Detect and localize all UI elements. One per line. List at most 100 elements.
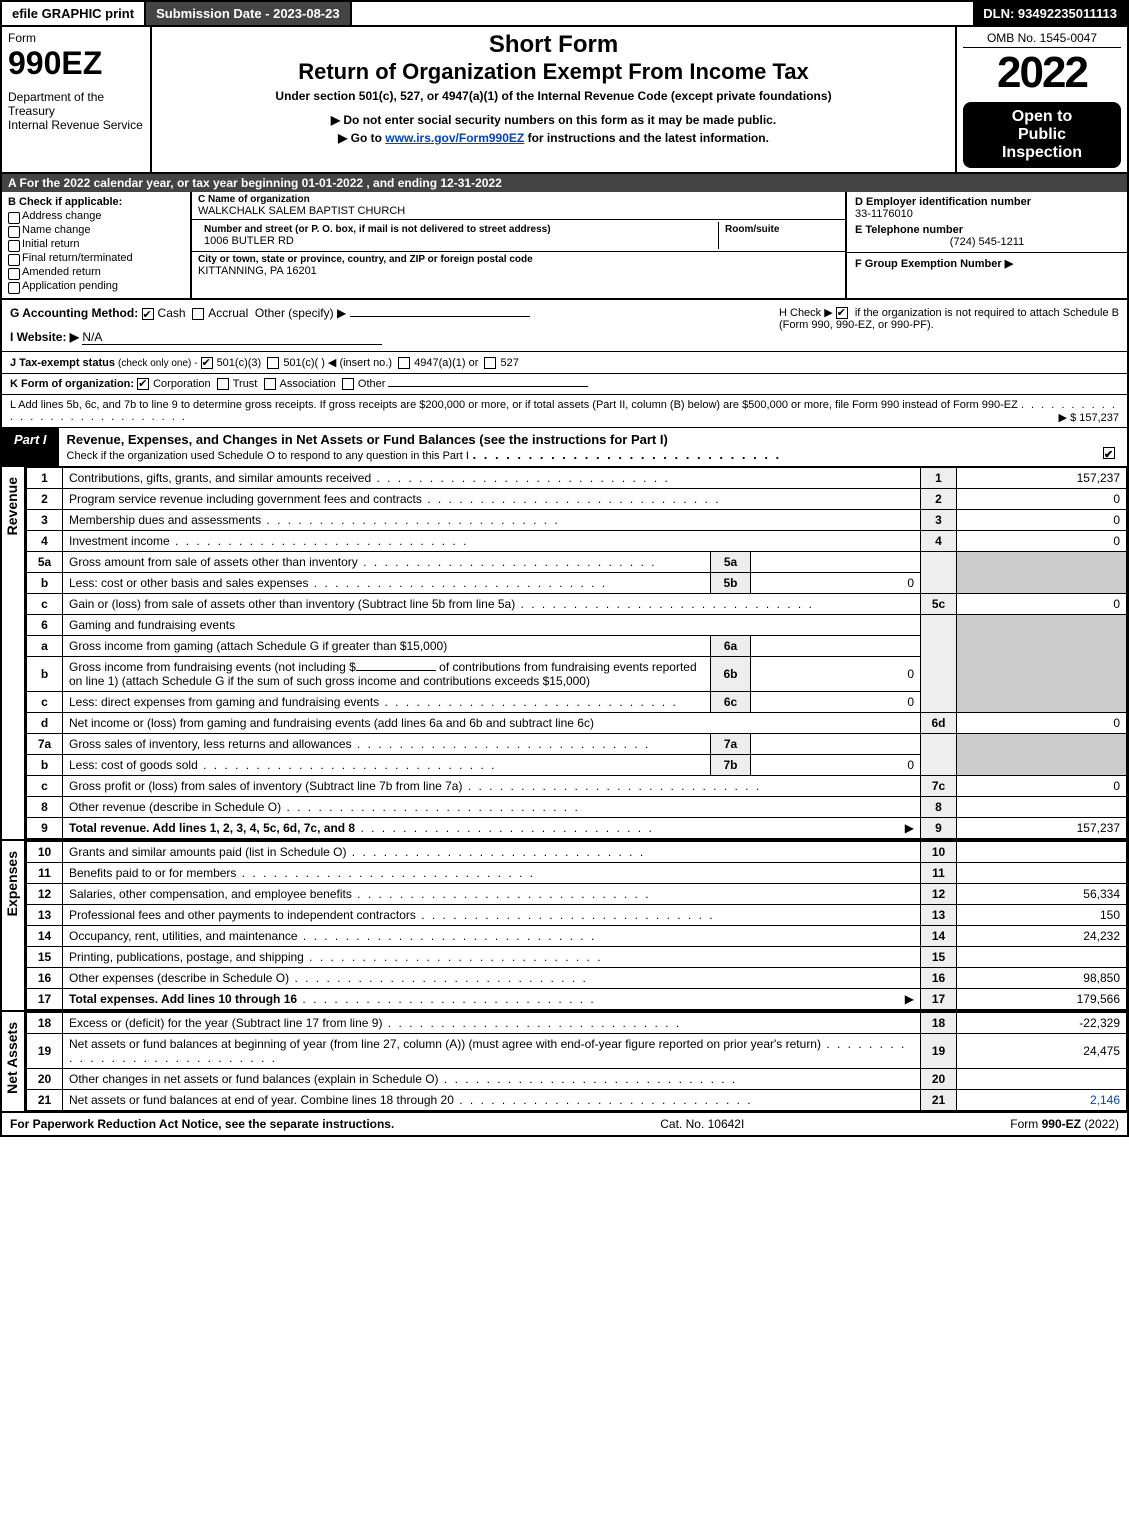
h-text2: if the organization is not required to a… <box>855 307 1119 319</box>
rn13: 13 <box>921 905 957 926</box>
shade6b <box>957 615 1127 713</box>
amt6d: 0 <box>957 713 1127 734</box>
revenue-table-wrap: 1Contributions, gifts, grants, and simil… <box>26 467 1127 839</box>
d5a: Gross amount from sale of assets other t… <box>63 552 711 573</box>
amt4: 0 <box>957 531 1127 552</box>
irs-link[interactable]: www.irs.gov/Form990EZ <box>385 131 524 145</box>
j-sub: (check only one) - <box>118 358 197 369</box>
n13: 13 <box>27 905 63 926</box>
chk-accrual[interactable] <box>192 308 204 320</box>
amt21[interactable]: 2,146 <box>957 1090 1127 1111</box>
chk-assoc[interactable] <box>264 378 276 390</box>
rn14: 14 <box>921 926 957 947</box>
efile-label[interactable]: efile GRAPHIC print <box>2 2 146 25</box>
d21: Net assets or fund balances at end of ye… <box>63 1090 921 1111</box>
website-value: N/A <box>82 330 382 345</box>
form-subtitle: Under section 501(c), 527, or 4947(a)(1)… <box>162 89 945 103</box>
footer-left: For Paperwork Reduction Act Notice, see … <box>10 1117 394 1131</box>
amt7c: 0 <box>957 776 1127 797</box>
line-13: 13Professional fees and other payments t… <box>27 905 1127 926</box>
n5b: b <box>27 573 63 594</box>
d4: Investment income <box>63 531 921 552</box>
amt12: 56,334 <box>957 884 1127 905</box>
open-line1: Open to <box>967 108 1117 126</box>
chk-address-change[interactable]: Address change <box>22 210 184 222</box>
revenue-sidelabel: Revenue <box>2 467 26 839</box>
e-label: E Telephone number <box>855 224 1119 236</box>
line-21: 21Net assets or fund balances at end of … <box>27 1090 1127 1111</box>
netassets-sidelabel: Net Assets <box>2 1012 26 1111</box>
d6c: Less: direct expenses from gaming and fu… <box>63 692 711 713</box>
chk-amended-return[interactable]: Amended return <box>22 266 184 278</box>
d6b: Gross income from fundraising events (no… <box>63 657 711 692</box>
dots9 <box>355 821 654 835</box>
shade6 <box>921 615 957 713</box>
chk-schedule-o[interactable] <box>1103 447 1115 459</box>
city-value: KITTANNING, PA 16201 <box>198 265 839 277</box>
in7a: 7a <box>711 734 751 755</box>
d2: Program service revenue including govern… <box>63 489 921 510</box>
g-other: Other (specify) ▶ <box>255 306 346 320</box>
submission-date: Submission Date - 2023-08-23 <box>146 2 352 25</box>
line-2: 2Program service revenue including gover… <box>27 489 1127 510</box>
topbar-spacer <box>352 2 974 25</box>
iv6a <box>751 636 921 657</box>
n12: 12 <box>27 884 63 905</box>
part-i-header: Part I Revenue, Expenses, and Changes in… <box>2 428 1127 467</box>
line-12: 12Salaries, other compensation, and empl… <box>27 884 1127 905</box>
footer-right-pre: Form <box>1010 1117 1041 1131</box>
ssn-warning: ▶ Do not enter social security numbers o… <box>162 113 945 127</box>
n16: 16 <box>27 968 63 989</box>
page-footer: For Paperwork Reduction Act Notice, see … <box>2 1113 1127 1135</box>
footer-right-bold: 990-EZ <box>1042 1117 1081 1131</box>
n5c: c <box>27 594 63 615</box>
chk-application-pending[interactable]: Application pending <box>22 280 184 292</box>
n6d: d <box>27 713 63 734</box>
chk-527[interactable] <box>484 357 496 369</box>
chk-501c[interactable] <box>267 357 279 369</box>
shade5b <box>957 552 1127 594</box>
n4: 4 <box>27 531 63 552</box>
rn16: 16 <box>921 968 957 989</box>
rn1: 1 <box>921 468 957 489</box>
d14: Occupancy, rent, utilities, and maintena… <box>63 926 921 947</box>
iv7b: 0 <box>751 755 921 776</box>
k-other-input[interactable] <box>388 386 588 387</box>
amt14: 24,232 <box>957 926 1127 947</box>
iv5b: 0 <box>751 573 921 594</box>
blank-6b[interactable] <box>356 670 436 671</box>
part-i-dots <box>473 447 782 462</box>
chk-cash[interactable] <box>142 308 154 320</box>
section-bcdef: B Check if applicable: Address change Na… <box>2 192 1127 300</box>
chk-501c3[interactable] <box>201 357 213 369</box>
street-cell: Number and street (or P. O. box, if mail… <box>198 222 719 249</box>
shade5 <box>921 552 957 594</box>
g-cash: Cash <box>158 306 186 320</box>
chk-initial-return[interactable]: Initial return <box>22 238 184 250</box>
d11: Benefits paid to or for members <box>63 863 921 884</box>
chk-name-change[interactable]: Name change <box>22 224 184 236</box>
rn11: 11 <box>921 863 957 884</box>
line-20: 20Other changes in net assets or fund ba… <box>27 1069 1127 1090</box>
chk-h[interactable] <box>836 307 848 319</box>
chk-corp[interactable] <box>137 378 149 390</box>
in6c: 6c <box>711 692 751 713</box>
h-text3: (Form 990, 990-EZ, or 990-PF). <box>779 319 934 331</box>
short-form-title: Short Form <box>162 31 945 59</box>
part-i-tab: Part I <box>2 428 59 466</box>
chk-trust[interactable] <box>217 378 229 390</box>
chk-final-return[interactable]: Final return/terminated <box>22 252 184 264</box>
g-other-input[interactable] <box>350 316 530 317</box>
phone-value: (724) 545-1211 <box>855 236 1119 248</box>
open-public-badge: Open to Public Inspection <box>963 102 1121 168</box>
n19: 19 <box>27 1034 63 1069</box>
g-label: G Accounting Method: <box>10 306 138 320</box>
l-amount: ▶ $ 157,237 <box>1059 411 1119 424</box>
d20: Other changes in net assets or fund bala… <box>63 1069 921 1090</box>
chk-other[interactable] <box>342 378 354 390</box>
d19: Net assets or fund balances at beginning… <box>63 1034 921 1069</box>
room-label: Room/suite <box>725 224 833 235</box>
d13: Professional fees and other payments to … <box>63 905 921 926</box>
d8: Other revenue (describe in Schedule O) <box>63 797 921 818</box>
chk-4947[interactable] <box>398 357 410 369</box>
